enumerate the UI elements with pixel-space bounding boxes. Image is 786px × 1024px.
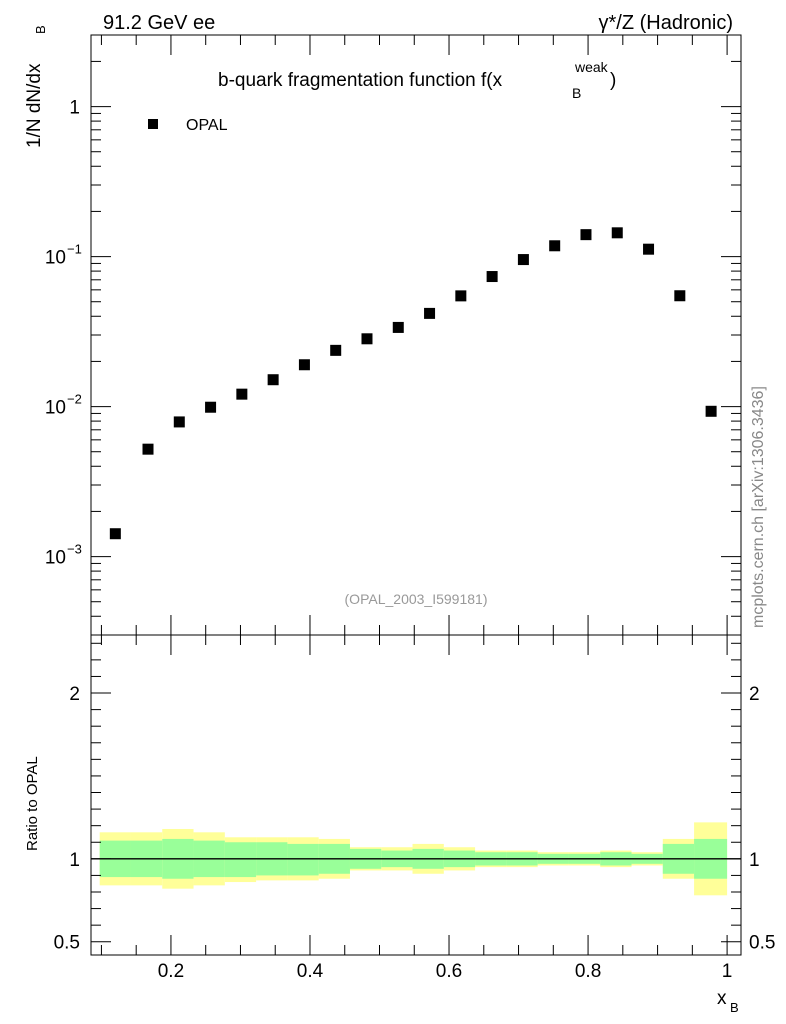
ratio-y-tick-label-left: 0.5: [54, 933, 80, 954]
data-point: [549, 240, 561, 252]
ratio-y-tick-label-left: 2: [69, 684, 80, 705]
data-point: [205, 401, 217, 413]
opal-data-points: [109, 227, 717, 540]
process-label: γ*/Z (Hadronic): [599, 12, 733, 34]
plot-title-close: ): [610, 70, 616, 91]
data-point: [267, 374, 279, 386]
main-y-tick-label: 10: [45, 548, 66, 569]
data-point: [674, 290, 686, 302]
x-tick-label: 0.8: [575, 961, 601, 982]
data-point: [330, 344, 342, 356]
data-point: [173, 416, 185, 428]
ratio-y-tick-label-right: 1: [749, 850, 760, 871]
watermark: mcplots.cern.ch [arXiv:1306.3436]: [750, 386, 767, 628]
plot-title-main: b-quark fragmentation function f(x: [218, 70, 503, 91]
main-y-axis-label-main: 1/N dN/dx: [24, 63, 45, 148]
main-y-axis-label: 1/N dN/dx: [24, 63, 45, 148]
plot-title: b-quark fragmentation function f(x: [218, 70, 503, 91]
stat-band-segment: [224, 842, 257, 878]
ratio-y-tick-label-right: 0.5: [749, 933, 775, 954]
main-y-tick-label: 10: [45, 248, 66, 269]
plot-title-sup: weak: [574, 59, 609, 75]
x-axis-label-sub: B: [730, 1000, 739, 1015]
data-point: [424, 307, 436, 319]
plot-title-sub: B: [572, 85, 581, 101]
x-tick-label: 1: [722, 961, 733, 982]
data-point: [142, 443, 154, 455]
main-y-tick-label: 10: [45, 398, 66, 419]
x-tick-label: 0.2: [158, 961, 184, 982]
data-point: [361, 333, 373, 345]
data-point: [298, 359, 310, 371]
data-point: [580, 229, 592, 241]
stat-band-segment: [287, 843, 319, 876]
x-axis-label-main: x: [717, 988, 727, 1009]
legend-marker-opal: [148, 119, 158, 129]
ratio-y-tick-labels: 0.5 0.5 1 1 2 2: [54, 684, 776, 954]
ratio-y-axis-label-wrap: Ratio to OPAL: [24, 756, 41, 851]
main-y-tick-label-exp: −1: [67, 242, 82, 257]
analysis-tag: (OPAL_2003_I599181): [345, 591, 488, 607]
energy-label: 91.2 GeV ee: [103, 12, 215, 34]
main-y-tick-label: 1: [69, 98, 80, 119]
data-point: [236, 388, 248, 400]
x-axis-label: x: [717, 988, 727, 1009]
main-ticks: [91, 34, 741, 636]
data-point: [611, 227, 623, 239]
data-point: [486, 271, 498, 283]
ratio-plot-frame: [90, 634, 742, 956]
legend-label-opal: OPAL: [186, 117, 228, 134]
main-y-tick-label-exp: −2: [67, 392, 82, 407]
watermark-wrap: mcplots.cern.ch [arXiv:1306.3436]: [750, 386, 767, 628]
data-point: [517, 254, 529, 266]
data-point: [455, 290, 467, 302]
data-point: [643, 243, 655, 255]
main-y-axis-label-sub-wrap: B: [33, 25, 48, 34]
x-tick-label: 0.6: [436, 961, 462, 982]
main-y-tick-label-exp: −3: [67, 542, 82, 557]
data-point: [392, 321, 404, 333]
main-y-tick-labels: 110−110−210−3: [45, 98, 82, 569]
main-y-axis-label-sub: B: [33, 25, 48, 34]
ratio-y-axis-label: Ratio to OPAL: [24, 756, 41, 851]
data-point: [109, 528, 121, 540]
ratio-y-tick-label-left: 1: [69, 850, 80, 871]
svg-text:1/N dN/dx: 1/N dN/dx: [24, 63, 45, 148]
x-tick-label: 0.4: [297, 961, 324, 982]
ratio-y-tick-label-right: 2: [749, 684, 760, 705]
ratio-ticks: [91, 635, 741, 955]
x-tick-labels: 0.2 0.4 0.6 0.8 1: [158, 961, 733, 982]
data-point: [705, 405, 717, 417]
